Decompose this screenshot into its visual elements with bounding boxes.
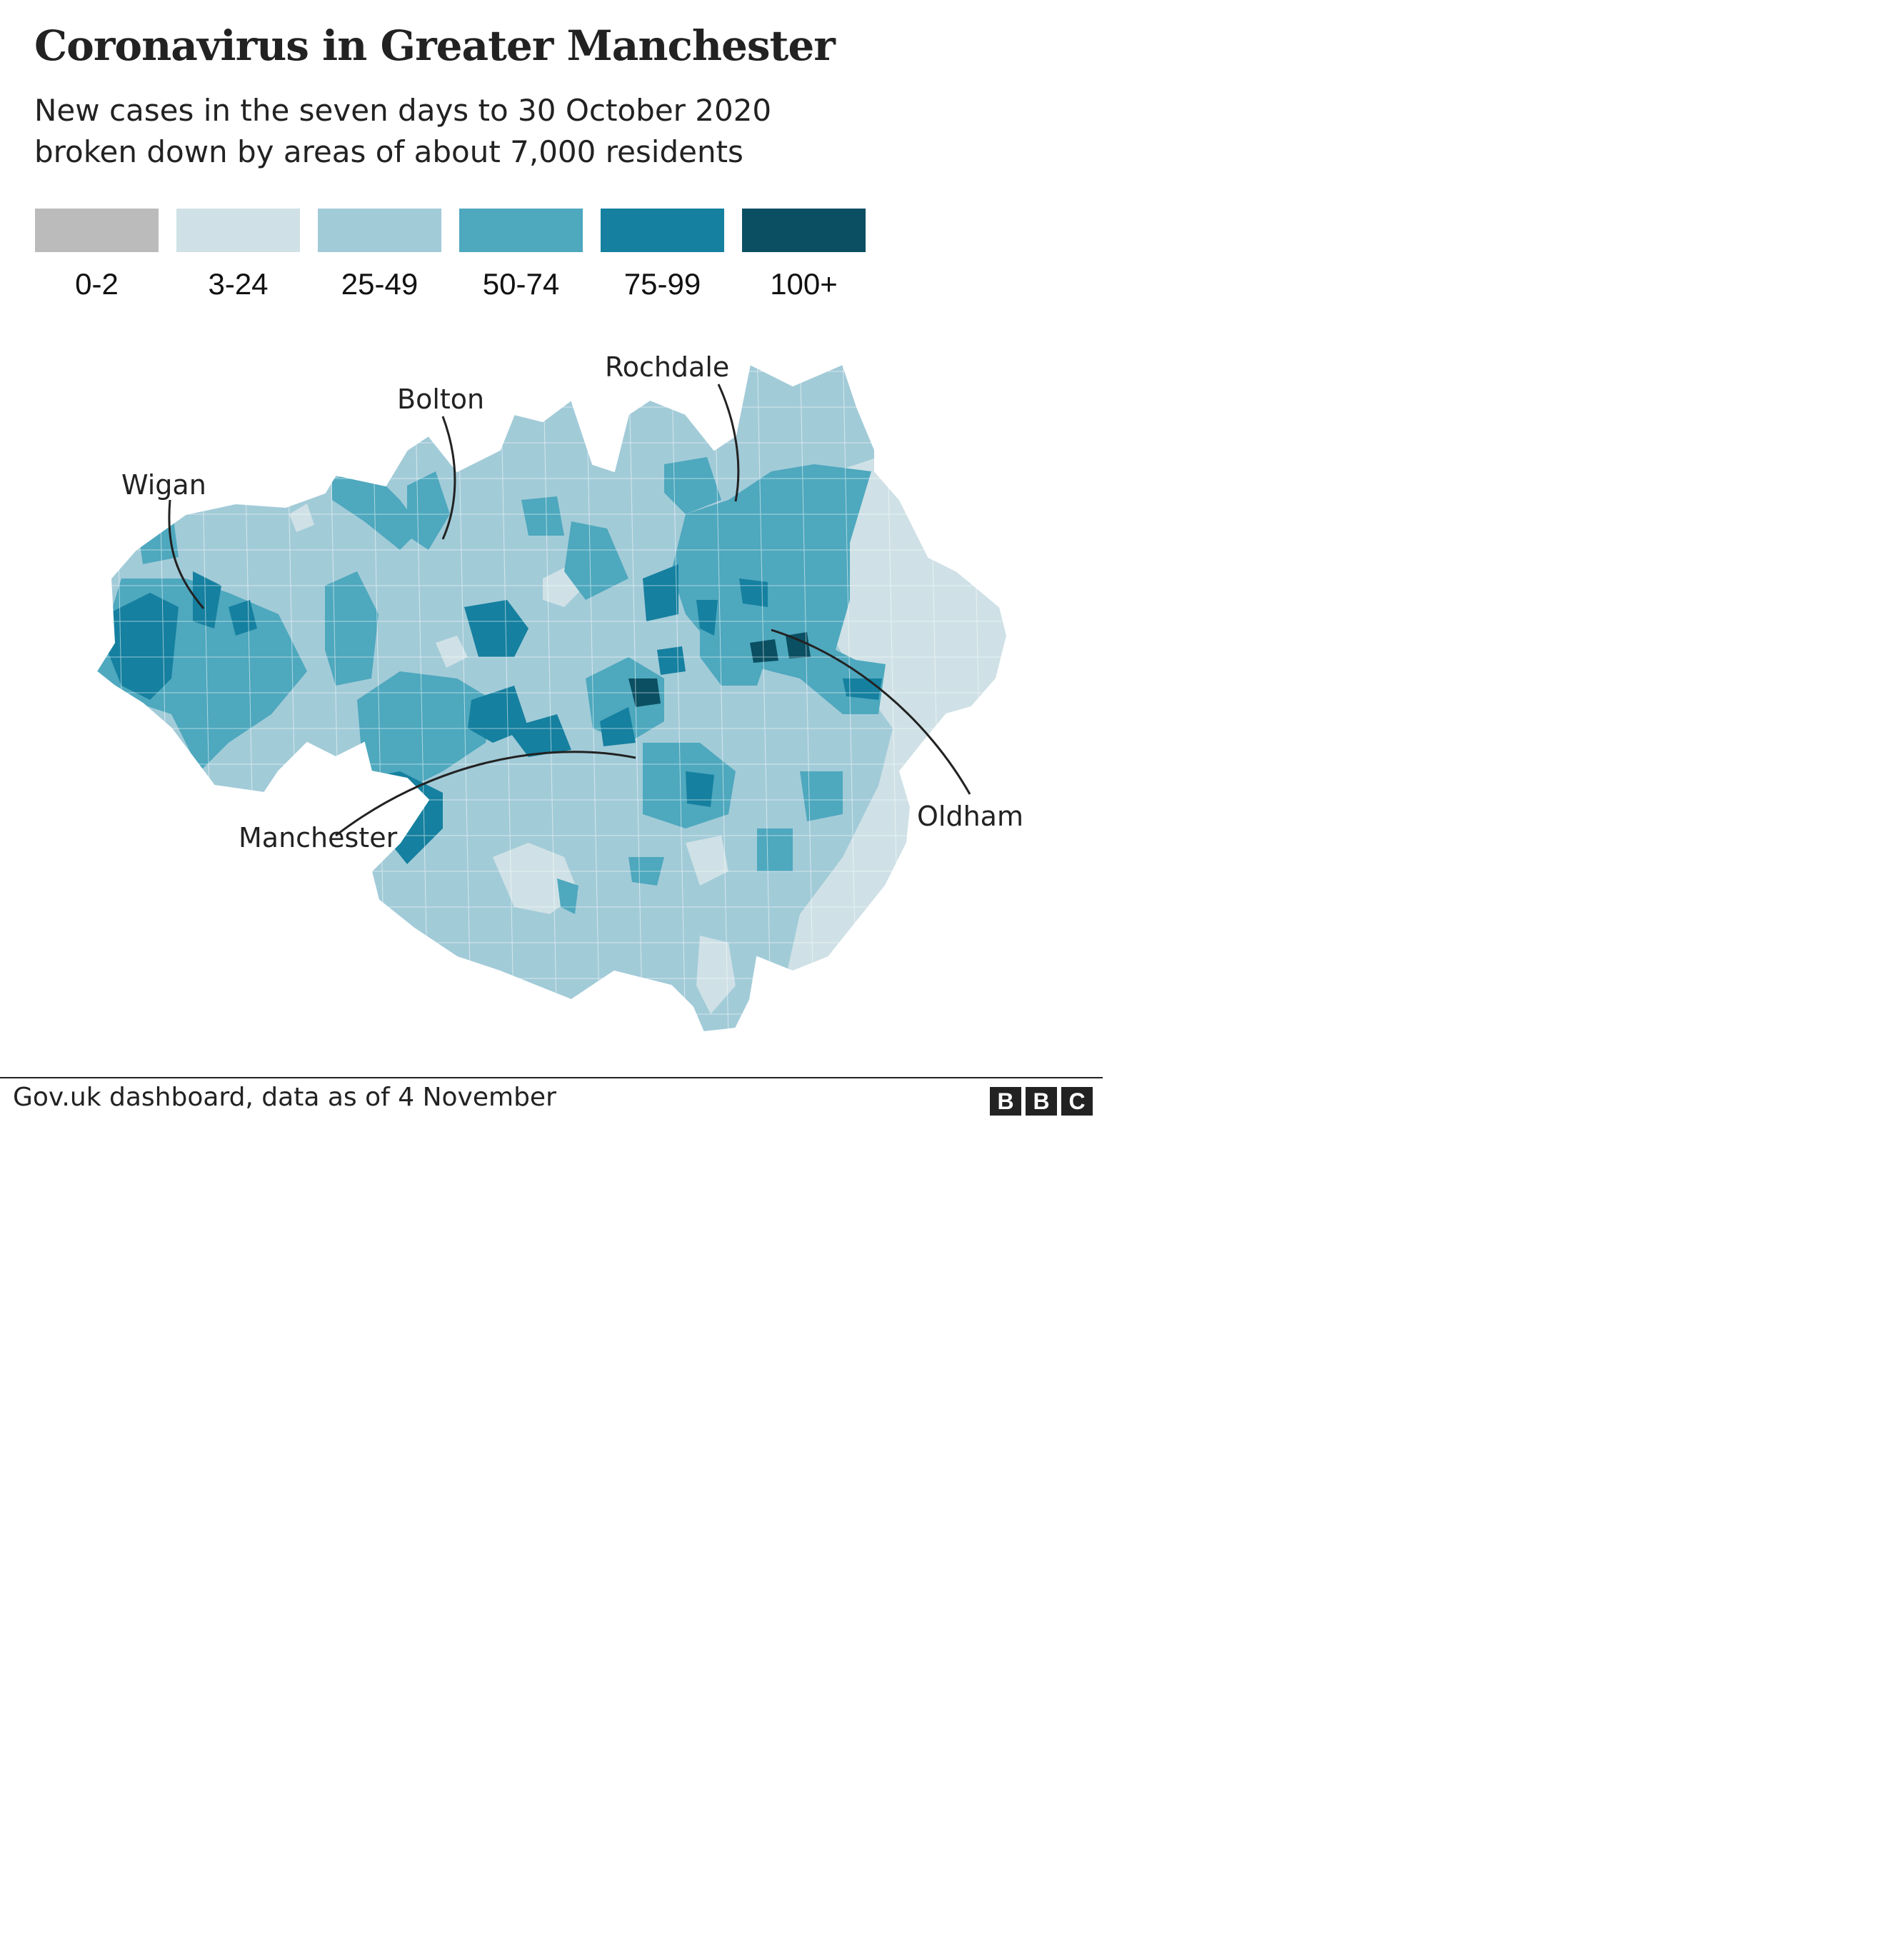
bbc-logo-letter-1: B	[990, 1087, 1021, 1116]
legend-label-3-24: 3-24	[208, 267, 269, 301]
subtitle-line-1: New cases in the seven days to 30 Octobe…	[34, 93, 772, 128]
region-oldham-north	[739, 578, 768, 607]
greater-manchester-choropleth-map: Wigan Bolton Rochdale Manchester Oldham	[95, 351, 1023, 1033]
chart-subtitle: New cases in the seven days to 30 Octobe…	[34, 90, 771, 173]
region-bury-east	[564, 521, 628, 600]
subtitle-line-2: broken down by areas of about 7,000 resi…	[34, 134, 743, 169]
place-label-wigan: Wigan	[121, 469, 206, 501]
place-label-rochdale: Rochdale	[605, 351, 729, 383]
region-north-light	[289, 503, 314, 532]
legend-swatch-3-24	[176, 209, 300, 252]
legend-label-0-2: 0-2	[75, 267, 119, 301]
region-tameside	[800, 771, 843, 821]
legend-swatch-0-2	[35, 209, 159, 252]
region-bury-central	[521, 496, 564, 536]
legend-label-100-plus: 100+	[770, 267, 838, 301]
region-central-light-2	[436, 636, 468, 668]
legend-swatch-100-plus	[742, 209, 866, 252]
bbc-logo-letter-3: C	[1061, 1087, 1093, 1116]
leader-line-rochdale	[717, 384, 740, 502]
region-manchester-north	[600, 707, 636, 746]
place-label-oldham: Oldham	[917, 801, 1023, 832]
region-oldham-west	[657, 646, 686, 675]
legend-label-75-99: 75-99	[623, 267, 701, 301]
leader-line-bolton	[441, 416, 456, 540]
region-rochdale-south	[696, 600, 718, 636]
region-oldham-100-plus-1	[750, 639, 778, 663]
footer-divider	[0, 1077, 1103, 1078]
region-salford-east	[464, 600, 528, 657]
place-label-bolton: Bolton	[397, 384, 484, 415]
region-wigan-dark-1	[107, 593, 179, 700]
region-wigan-dark-3	[229, 600, 257, 636]
region-stockport-east	[757, 828, 793, 871]
leader-lines	[168, 384, 971, 837]
place-label-manchester: Manchester	[239, 822, 398, 853]
region-south-light-1	[493, 843, 578, 914]
legend-label-25-49: 25-49	[341, 267, 419, 301]
source-note: Gov.uk dashboard, data as of 4 November	[13, 1083, 556, 1112]
chart-title: Coronavirus in Greater Manchester	[34, 21, 836, 70]
leader-line-manchester	[335, 751, 636, 837]
region-south-light-2	[696, 936, 736, 1014]
region-stockport-south-2	[557, 878, 578, 914]
region-bolton-corridor	[332, 471, 421, 550]
legend-swatch-25-49	[318, 209, 441, 252]
region-rochdale-west	[664, 457, 721, 514]
leader-line-wigan	[168, 499, 205, 609]
legend-swatch-50-74	[459, 209, 583, 252]
region-manchester-se	[686, 771, 714, 807]
bbc-logo: B B C	[990, 1087, 1093, 1116]
region-south-light-3	[686, 836, 728, 886]
region-manchester-west	[507, 714, 571, 757]
bbc-logo-letter-2: B	[1026, 1087, 1057, 1116]
legend-swatch-75-99	[601, 209, 724, 252]
leader-line-oldham	[771, 628, 971, 795]
region-oldham-100-plus-2	[786, 632, 811, 658]
legend-label-50-74: 50-74	[482, 267, 560, 301]
region-bury-south	[643, 564, 678, 621]
region-trafford-west	[357, 671, 493, 793]
map-regions	[96, 364, 1007, 1032]
greater-manchester-outline	[95, 363, 1008, 1033]
